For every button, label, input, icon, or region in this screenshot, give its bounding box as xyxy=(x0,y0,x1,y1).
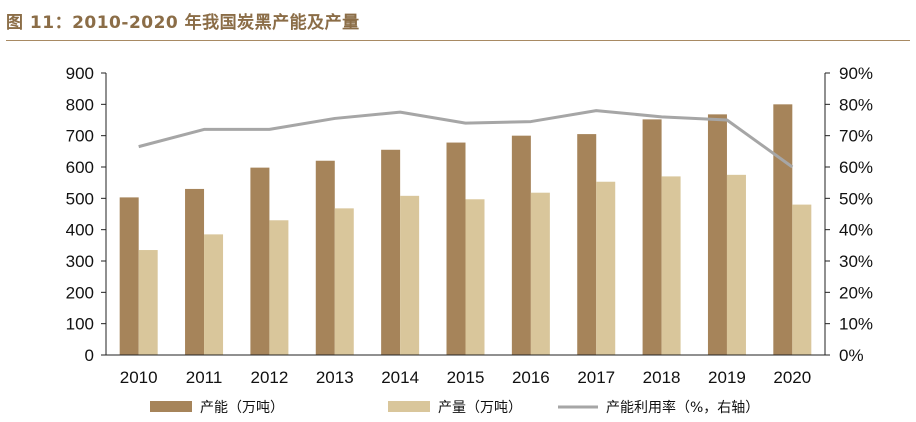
bars xyxy=(119,104,812,355)
output-bar xyxy=(661,176,681,355)
left-tick-label: 500 xyxy=(66,189,94,208)
left-tick-label: 600 xyxy=(66,158,94,177)
x-tick-label: 2018 xyxy=(643,368,681,387)
x-tick-label: 2012 xyxy=(250,368,288,387)
output-bar xyxy=(334,208,354,355)
right-tick-label: 30% xyxy=(839,252,873,271)
output-bar xyxy=(596,181,616,355)
legend: 产能（万吨） 产量（万吨） 产能利用率（%，右轴） xyxy=(150,399,759,416)
x-tick-label: 2020 xyxy=(773,368,811,387)
left-tick-label: 0 xyxy=(85,346,94,365)
legend-swatch xyxy=(388,401,430,412)
output-bar xyxy=(530,192,550,355)
right-tick-label: 50% xyxy=(839,189,873,208)
x-tick-label: 2017 xyxy=(577,368,615,387)
left-tick-label: 100 xyxy=(66,315,94,334)
legend-swatch xyxy=(150,401,192,412)
output-bar xyxy=(400,195,420,355)
output-bar xyxy=(465,199,485,355)
capacity-bar xyxy=(511,135,531,355)
x-axis-ticks: 2010 2011 2012 2013 2014 2015 2016 2017 2018 2019… xyxy=(120,368,811,387)
left-tick-label: 400 xyxy=(66,221,94,240)
utilization-line xyxy=(138,109,794,169)
capacity-bar xyxy=(250,167,270,355)
utilization-series-line xyxy=(138,109,794,169)
x-tick-label: 2016 xyxy=(512,368,550,387)
left-tick-label: 800 xyxy=(66,95,94,114)
left-tick-label: 200 xyxy=(66,283,94,302)
output-bar xyxy=(792,204,812,355)
left-tick-label: 900 xyxy=(66,64,94,83)
legend-label: 产能（万吨） xyxy=(200,400,284,416)
right-tick-label: 10% xyxy=(839,315,873,334)
left-tick-label: 700 xyxy=(66,127,94,146)
right-tick-label: 70% xyxy=(839,127,873,146)
left-axis-ticks: 0 100 200 300 400 500 600 700 800 900 xyxy=(66,64,106,365)
capacity-bar xyxy=(707,114,727,355)
x-tick-label: 2019 xyxy=(708,368,746,387)
x-tick-label: 2013 xyxy=(316,368,354,387)
right-tick-label: 80% xyxy=(839,95,873,114)
capacity-bar xyxy=(381,149,401,355)
x-tick-label: 2010 xyxy=(120,368,158,387)
x-tick-label: 2011 xyxy=(186,368,223,387)
right-tick-label: 20% xyxy=(839,283,873,302)
capacity-bar xyxy=(446,142,466,355)
legend-label: 产能利用率（%，右轴） xyxy=(606,399,759,416)
left-tick-label: 300 xyxy=(66,252,94,271)
x-tick-label: 2014 xyxy=(381,368,419,387)
right-tick-label: 90% xyxy=(839,64,873,83)
capacity-bar xyxy=(642,119,662,355)
right-axis-ticks: 0% 10% 20% 30% 40% 50% 60% 70% 80% 90% xyxy=(825,64,873,365)
right-tick-label: 40% xyxy=(839,221,873,240)
legend-label: 产量（万吨） xyxy=(438,400,522,416)
right-tick-label: 60% xyxy=(839,158,873,177)
output-bar xyxy=(726,174,746,355)
output-bar xyxy=(204,234,224,355)
capacity-bar xyxy=(577,134,597,355)
output-bar xyxy=(269,220,289,355)
capacity-bar xyxy=(119,197,139,355)
capacity-bar xyxy=(773,104,793,355)
capacity-bar xyxy=(185,188,205,355)
output-bar xyxy=(138,250,158,355)
chart-title: 图 11：2010-2020 年我国炭黑产能及产量 xyxy=(6,13,360,33)
right-tick-label: 0% xyxy=(839,346,864,365)
capacity-bar xyxy=(315,160,335,355)
x-tick-label: 2015 xyxy=(447,368,485,387)
title-divider xyxy=(6,40,910,41)
